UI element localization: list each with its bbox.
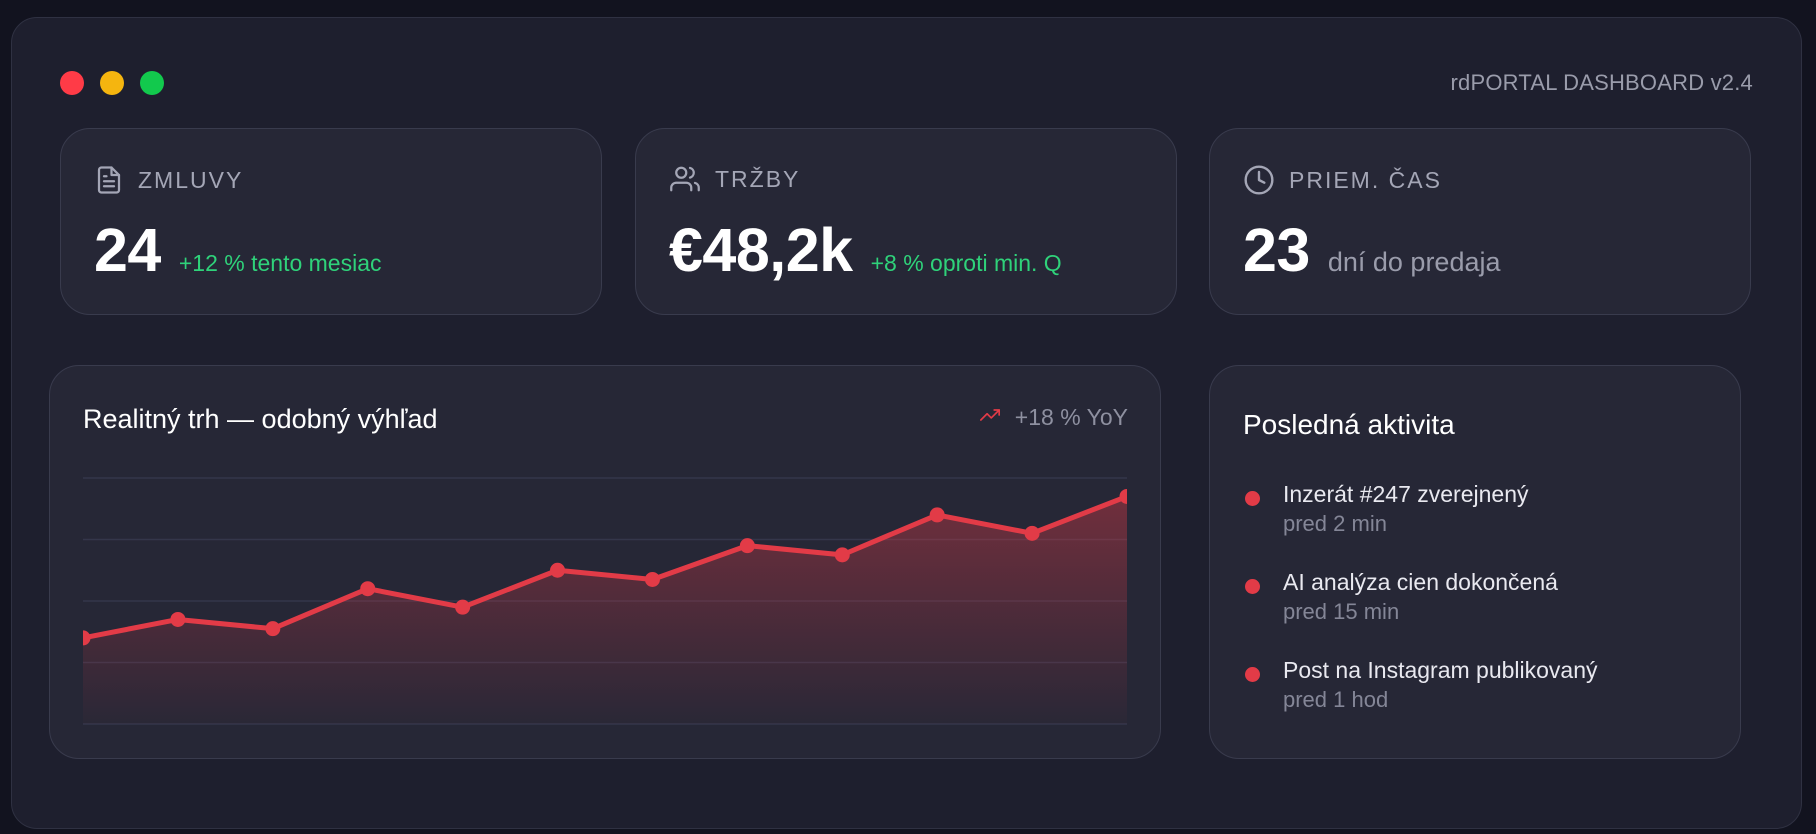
data-point[interactable] <box>170 611 186 627</box>
data-point[interactable] <box>550 562 566 578</box>
series-area <box>83 496 1127 724</box>
activity-time: pred 2 min <box>1283 511 1387 536</box>
market-area-chart <box>83 477 1128 725</box>
clock-icon <box>1243 164 1275 196</box>
stat-label: PRIEM. ČAS <box>1289 166 1442 193</box>
window-controls <box>60 71 164 95</box>
app-title: rdPORTAL DASHBOARD v2.4 <box>1450 70 1753 95</box>
stat-label: TRŽBY <box>715 165 801 192</box>
data-point[interactable] <box>360 581 376 597</box>
data-point[interactable] <box>1024 525 1040 541</box>
data-point[interactable] <box>739 538 755 554</box>
stat-value: 24 <box>94 216 161 284</box>
data-point[interactable] <box>83 630 91 646</box>
data-point[interactable] <box>644 571 660 587</box>
stat-label: ZMLUVY <box>138 166 244 193</box>
bullet-dot-icon <box>1245 579 1260 594</box>
activity-card: Posledná aktivita Inzerát #247 zverejnen… <box>1209 365 1741 759</box>
stat-value: €48,2k <box>669 216 853 284</box>
stat-card-contracts[interactable]: ZMLUVY 24 +12 % tento mesiac <box>60 128 602 315</box>
activity-title: Posledná aktivita <box>1243 409 1455 440</box>
bullet-dot-icon <box>1245 491 1260 506</box>
activity-text: Post na Instagram publikovaný <box>1283 657 1598 683</box>
stat-card-avg-time[interactable]: PRIEM. ČAS 23 dní do predaja <box>1209 128 1751 315</box>
close-dot[interactable] <box>60 71 84 95</box>
users-icon <box>669 164 701 194</box>
data-point[interactable] <box>1119 488 1128 504</box>
activity-text: AI analýza cien dokončená <box>1283 569 1558 595</box>
bullet-dot-icon <box>1245 667 1260 682</box>
chart-title: Realitný trh — odobný výhľad <box>83 404 438 434</box>
stat-note: dní do predaja <box>1327 247 1501 277</box>
stat-change: +8 % oproti min. Q <box>870 250 1062 276</box>
activity-text: Inzerát #247 zverejnený <box>1283 481 1529 507</box>
data-point[interactable] <box>265 621 281 637</box>
series-line <box>83 493 1127 641</box>
data-point[interactable] <box>929 507 945 523</box>
stat-value: 23 <box>1243 216 1310 284</box>
trend-badge: +18 % YoY <box>977 404 1128 431</box>
activity-time: pred 1 hod <box>1283 687 1389 712</box>
document-icon <box>94 164 124 196</box>
trend-badge-label: +18 % YoY <box>1014 404 1128 430</box>
data-point[interactable] <box>455 599 471 615</box>
activity-list: Inzerát #247 zverejnený pred 2 min AI an… <box>1243 479 1598 743</box>
trend-up-icon <box>977 404 1003 431</box>
activity-item[interactable]: Inzerát #247 zverejnený pred 2 min <box>1243 479 1598 567</box>
activity-time: pred 15 min <box>1283 599 1400 624</box>
minimize-dot[interactable] <box>100 71 124 95</box>
activity-item[interactable]: Post na Instagram publikovaný pred 1 hod <box>1243 655 1598 743</box>
market-chart-card: Realitný trh — odobný výhľad +18 % YoY <box>49 365 1161 759</box>
stat-change: +12 % tento mesiac <box>178 250 382 276</box>
maximize-dot[interactable] <box>140 71 164 95</box>
activity-item[interactable]: AI analýza cien dokončená pred 15 min <box>1243 567 1598 655</box>
stat-card-revenue[interactable]: TRŽBY €48,2k +8 % oproti min. Q <box>635 128 1177 315</box>
data-point[interactable] <box>834 547 850 563</box>
